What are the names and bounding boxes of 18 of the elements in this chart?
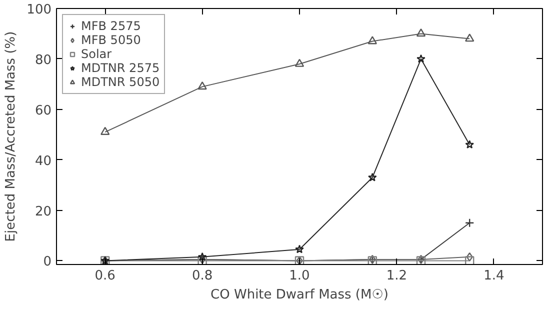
x-tick-label: 1.2 [386,268,408,284]
y-tick-label: 20 [34,204,52,220]
legend-label: MFB 2575 [81,19,141,33]
legend-label: MDTNR 5050 [81,75,160,89]
legend-label: Solar [81,47,112,61]
y-tick-label: 100 [26,2,52,18]
y-tick-label: 0 [43,254,52,270]
x-axis-title: CO White Dwarf Mass (M☉) [210,288,388,302]
x-tick-label: 1.0 [289,268,310,284]
y-tick-label: 60 [34,103,52,118]
y-tick-label: 80 [34,52,52,68]
legend-label: MDTNR 2575 [81,61,160,75]
x-tick-label: 1.4 [484,268,504,284]
legend-label: MFB 5050 [81,33,141,47]
y-axis-title: Ejected Mass/Accreted Mass (%) [4,31,19,242]
y-tick-label: 40 [34,154,52,169]
x-tick-label: 0.8 [192,268,213,284]
x-tick-label: 0.6 [94,268,116,284]
